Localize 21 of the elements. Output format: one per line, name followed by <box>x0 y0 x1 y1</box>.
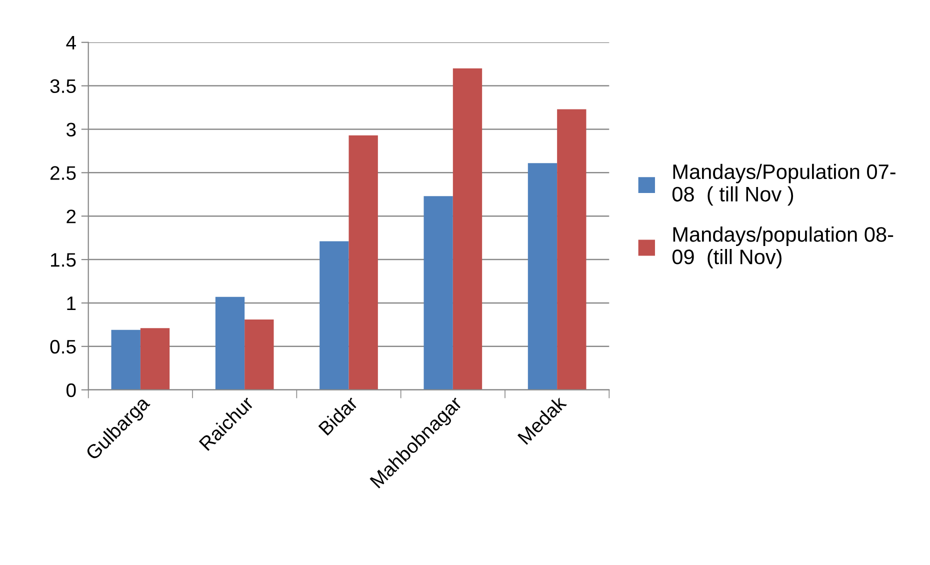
bar <box>215 296 245 390</box>
y-tick-label: 1 <box>67 296 76 310</box>
bar <box>111 330 140 390</box>
y-tick-label: 4 <box>66 36 76 50</box>
y-tick-label: 3.5 <box>50 79 76 94</box>
y-tick-label: 3 <box>66 122 76 136</box>
legend-label: Mandays/Population 07- 08 ( till Nov ) <box>672 164 896 206</box>
legend-label: Mandays/population 08- 09 (till Nov) <box>672 226 894 268</box>
bar <box>244 319 274 390</box>
y-tick-label: 0 <box>66 383 76 398</box>
y-tick-label: 1.5 <box>51 253 76 267</box>
y-tick-label: 2.5 <box>50 166 76 180</box>
bar <box>320 241 349 390</box>
y-tick-label: 0.5 <box>50 340 76 354</box>
bar <box>557 109 586 390</box>
bar <box>140 328 170 390</box>
bar <box>528 163 558 390</box>
bar <box>348 135 378 390</box>
bar <box>424 196 453 390</box>
bar <box>452 68 482 390</box>
y-tick-label: 2 <box>66 210 76 224</box>
